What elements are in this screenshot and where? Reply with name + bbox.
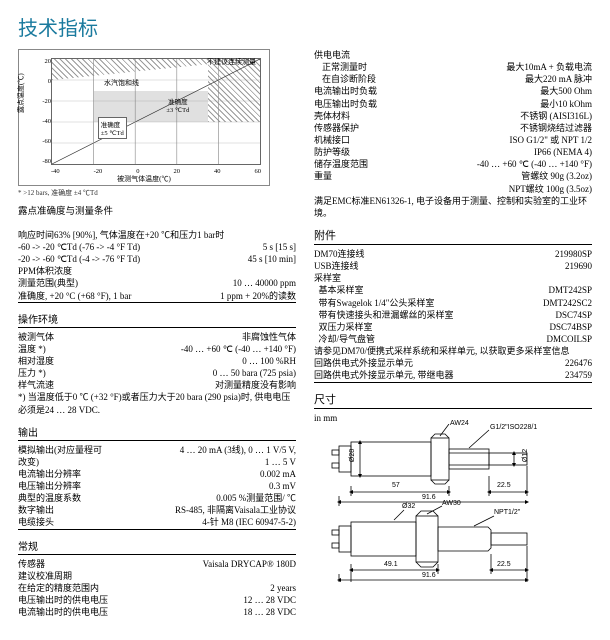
chart-note1: 不建议连续测量 — [207, 57, 256, 67]
ppm-heading: PPM体积浓度 — [18, 265, 296, 277]
accuracy-chart: 不建议连续测量 水汽饱和线 准确度 ±3 ℃Td 准确度 ±5 ℃Td 露点温度… — [18, 49, 270, 186]
dimension-drawing: AW24 G1/2"ISO228/1 Ø28 Ø12 57 22.5 91.6 … — [314, 424, 584, 584]
gen-heading: 常规 — [18, 538, 296, 555]
chart-xlabel: 被测气体温度(℃) — [19, 174, 269, 184]
chart-note3: 准确度 ±3 ℃Td — [166, 96, 189, 114]
dim-heading: 尺寸 — [314, 391, 592, 409]
chart-note2: 水汽饱和线 — [104, 78, 139, 88]
acc-heading: 附件 — [314, 227, 592, 245]
chart-footer: * >12 bars, 准确度 ±4 ℃Td — [18, 188, 296, 198]
chart-note4: 准确度 ±5 ℃Td — [98, 117, 127, 139]
page-title: 技术指标 — [18, 12, 592, 41]
emc-note: 满足EMC标准EN61326-1, 电子设备用于测量、控制和实验室的工业环境。 — [314, 195, 592, 219]
op-note: *) 当温度低于0 ℃ (+32 °F)或者压力大于20 bara (290 p… — [18, 391, 296, 415]
out-heading: 输出 — [18, 424, 296, 441]
op-heading: 操作环境 — [18, 311, 296, 328]
resp-l1: 响应时间63% [90%], 气体温度在+20 ℃和压力1 bar时 — [18, 229, 296, 241]
pwr-heading: 供电电流 — [314, 49, 592, 61]
chart-ylabel: 露点温度(℃) — [16, 73, 26, 113]
chart-caption: 露点准确度与测量条件 — [18, 206, 296, 219]
